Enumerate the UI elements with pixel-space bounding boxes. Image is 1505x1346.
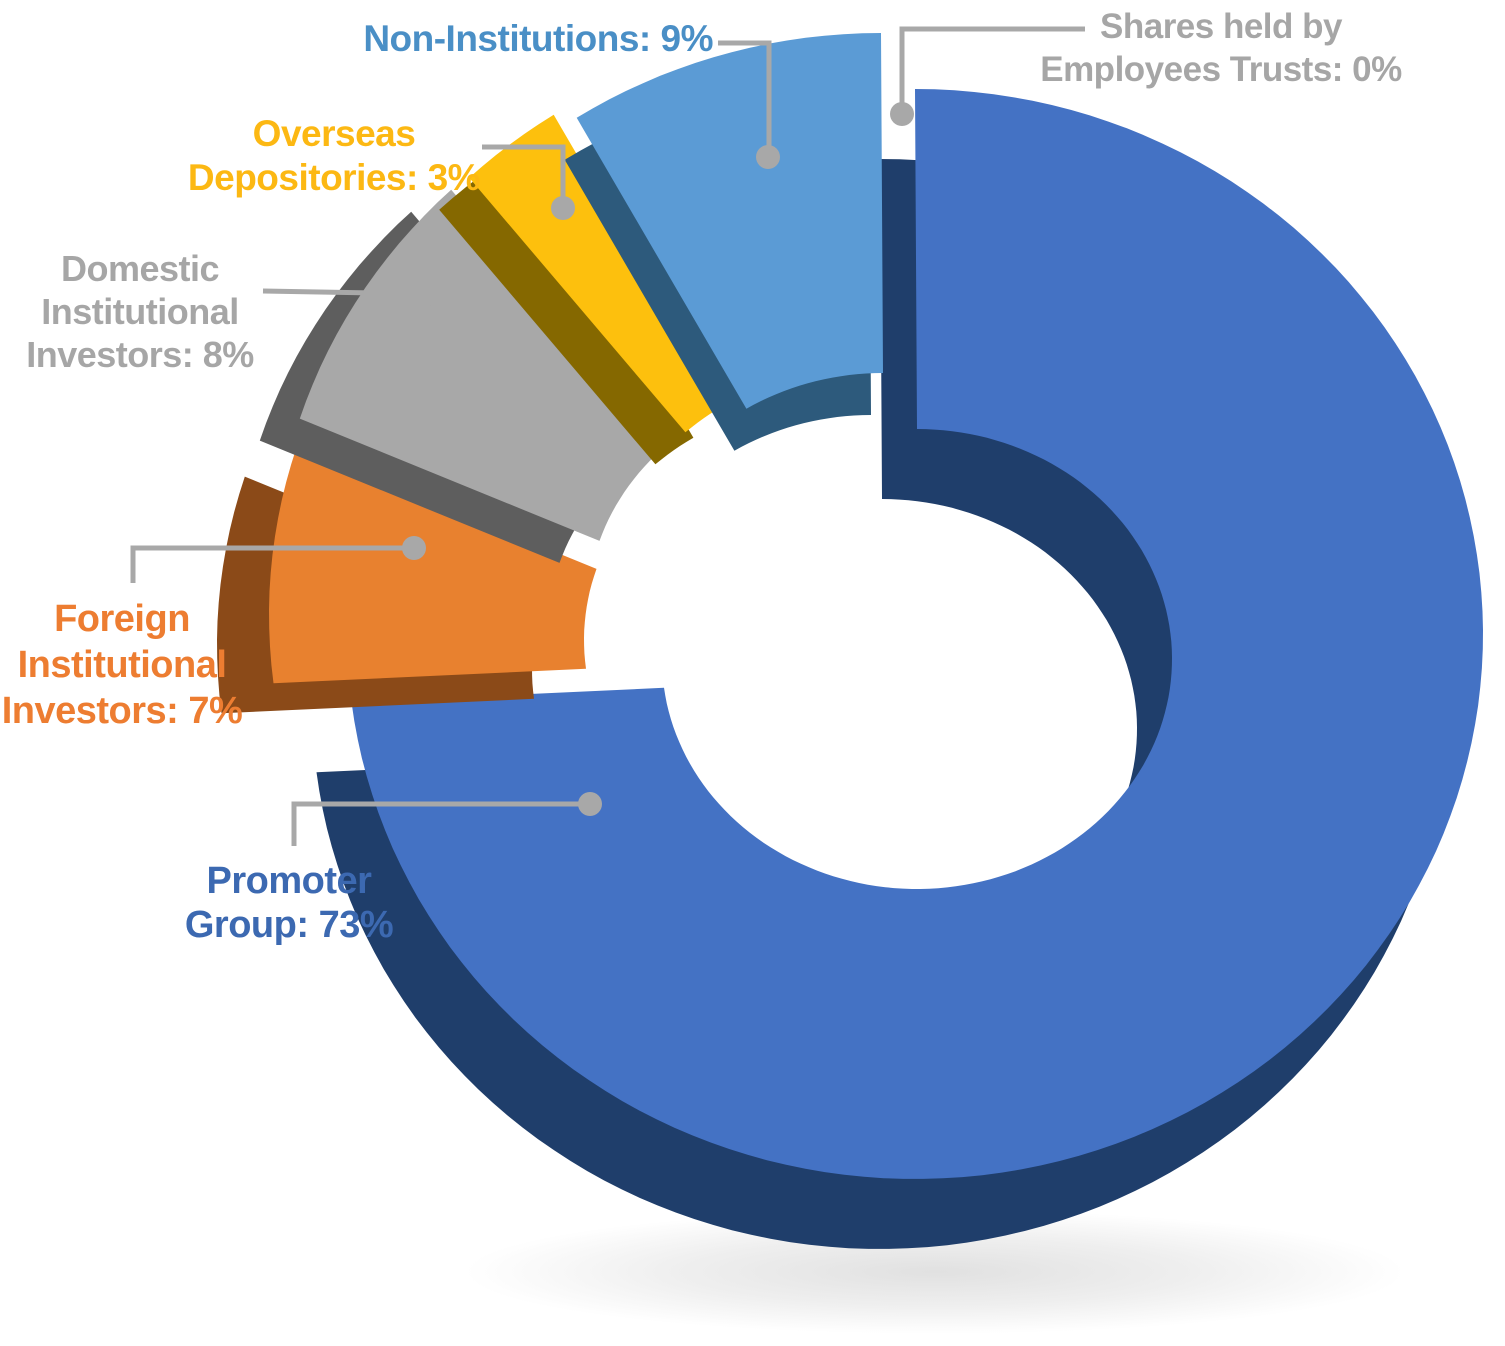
pie-slice-overseas-side bbox=[439, 146, 694, 465]
slice-label-domestic: Domestic Institutional Investors: 8% bbox=[26, 248, 254, 375]
slice-label-foreign: Foreign Institutional Investors: 7% bbox=[2, 598, 243, 732]
leader-line-promoter bbox=[291, 801, 590, 846]
slice-labels-group: Promoter Group: 73% Foreign Institutional In… bbox=[2, 7, 1403, 946]
leader-line-employees bbox=[899, 26, 1085, 104]
leader-line-non_inst bbox=[718, 40, 772, 150]
leader-dot-non_inst bbox=[756, 145, 780, 169]
leader-lines-group bbox=[130, 26, 1085, 846]
chart-drop-shadow bbox=[465, 1210, 1405, 1334]
leader-dot-employees bbox=[890, 102, 914, 126]
leader-line-domestic bbox=[262, 288, 433, 297]
slice-label-promoter: Promoter Group: 73% bbox=[185, 860, 393, 946]
leader-dot-promoter bbox=[578, 792, 602, 816]
pie-slice-non_inst bbox=[576, 33, 883, 409]
leader-line-overseas bbox=[482, 144, 566, 202]
leader-dot-overseas bbox=[551, 196, 575, 220]
pie-slice-overseas bbox=[469, 114, 724, 433]
pie-slice-foreign bbox=[269, 446, 597, 684]
slice-label-non_inst: Non-Institutions: 9% bbox=[363, 18, 713, 59]
pie-slices-group bbox=[217, 33, 1483, 1249]
leader-dot-foreign bbox=[402, 536, 426, 560]
pie-slice-promoter bbox=[351, 89, 1483, 1179]
leader-dot-domestic bbox=[424, 283, 448, 307]
slice-label-employees: Shares held by Employees Trusts: 0% bbox=[1040, 7, 1402, 89]
leader-line-foreign bbox=[130, 545, 414, 583]
pie-slice-domestic bbox=[299, 189, 668, 541]
slice-label-overseas: Overseas Depositories: 3% bbox=[188, 113, 480, 198]
